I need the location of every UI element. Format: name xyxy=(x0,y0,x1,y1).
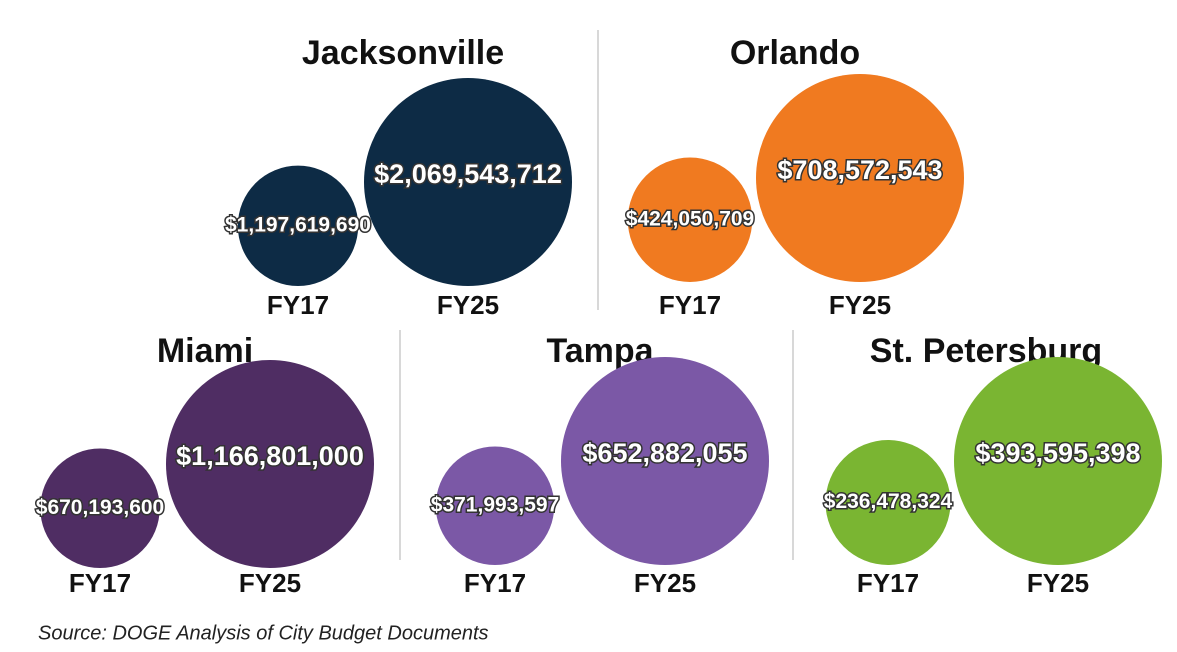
bubble xyxy=(237,165,359,286)
value-label: $670,193,600 xyxy=(36,496,164,519)
category-label: FY17 xyxy=(69,568,131,598)
category-label: FY25 xyxy=(1027,568,1089,598)
value-label: $1,166,801,000 xyxy=(176,441,364,471)
category-label: FY25 xyxy=(634,568,696,598)
chart-title: Jacksonville xyxy=(302,34,504,72)
category-label: FY17 xyxy=(464,568,526,598)
value-label: $2,069,543,712 xyxy=(374,159,562,189)
value-label: $236,478,324 xyxy=(824,490,953,513)
category-label: FY17 xyxy=(659,290,721,320)
value-label: $393,595,398 xyxy=(975,438,1140,468)
value-label: $708,572,543 xyxy=(777,155,942,185)
bubble xyxy=(756,74,964,282)
bubble xyxy=(40,448,160,568)
value-label: $652,882,055 xyxy=(582,438,747,468)
value-label: $1,197,619,690 xyxy=(225,213,371,236)
category-label: FY17 xyxy=(857,568,919,598)
category-label: FY25 xyxy=(239,568,301,598)
category-label: FY25 xyxy=(437,290,499,320)
source-note: Source: DOGE Analysis of City Budget Doc… xyxy=(38,622,489,644)
bubble xyxy=(825,440,951,565)
category-label: FY17 xyxy=(267,290,329,320)
bubble xyxy=(627,157,753,282)
bubble xyxy=(435,446,555,565)
category-label: FY25 xyxy=(829,290,891,320)
chart-title: Orlando xyxy=(730,34,860,72)
value-label: $371,993,597 xyxy=(431,493,559,516)
bubble xyxy=(561,357,769,565)
bubble xyxy=(364,78,572,286)
value-label: $424,050,709 xyxy=(626,207,754,230)
chart-title: Miami xyxy=(157,332,253,370)
bubble xyxy=(954,357,1162,565)
bubble xyxy=(166,360,374,568)
